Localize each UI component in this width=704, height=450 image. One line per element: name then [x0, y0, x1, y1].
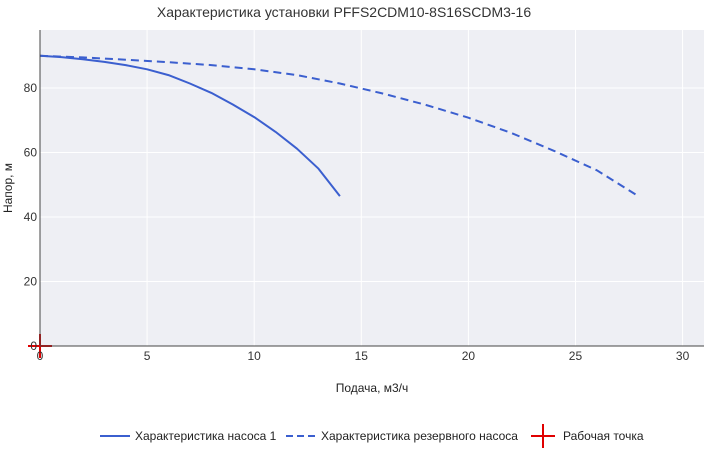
x-tick-label: 5: [144, 349, 151, 363]
y-tick-labels: 0 20 40 60 80: [24, 81, 38, 353]
legend-label: Характеристика насоса 1: [135, 429, 277, 443]
x-tick-label: 25: [569, 349, 583, 363]
legend-item: Характеристика насоса 1: [100, 429, 277, 443]
x-tick-labels: 0 5 10 15 20 25 30: [37, 349, 690, 363]
legend-label: Характеристика резервного насоса: [321, 429, 518, 443]
plot-area: [40, 30, 704, 346]
x-tick-label: 20: [462, 349, 476, 363]
y-tick-label: 20: [24, 275, 38, 289]
x-tick-label: 10: [248, 349, 262, 363]
legend-label: Рабочая точка: [563, 429, 644, 443]
series-line-2: [39, 54, 637, 196]
y-tick-label: 0: [30, 339, 37, 353]
legend-item: Рабочая точка: [531, 424, 644, 448]
x-tick-label: 15: [355, 349, 369, 363]
y-tick-label: 40: [24, 210, 38, 224]
grid: [40, 30, 704, 346]
legend-item: Характеристика резервного насоса: [286, 429, 518, 443]
x-tick-label: 0: [37, 349, 44, 363]
series-line-1: [39, 54, 341, 197]
legend: Характеристика насоса 1 Характеристика ре…: [100, 424, 644, 448]
y-tick-label: 60: [24, 146, 38, 160]
chart-title: Характеристика установки PFFS2CDM10-8S16…: [157, 4, 531, 20]
y-tick-label: 80: [24, 81, 38, 95]
x-axis-title: Подача, м3/ч: [336, 381, 409, 395]
y-axis-title: Напор, м: [1, 163, 15, 213]
x-tick-label: 30: [676, 349, 690, 363]
